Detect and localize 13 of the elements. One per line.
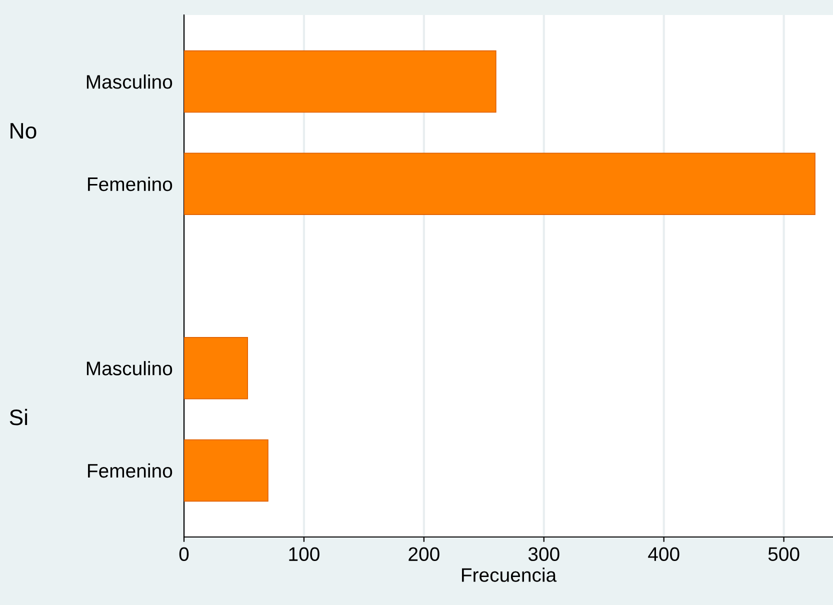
x-axis-title: Frecuencia — [462, 568, 557, 582]
x-tick-label: 400 — [648, 547, 680, 562]
y-tick-label: Masculino — [86, 361, 172, 376]
y-tick-label: Masculino — [86, 74, 172, 89]
y-tick-label: Femenino — [88, 176, 172, 192]
x-tick-label: 500 — [768, 547, 800, 562]
x-tick-label: 0 — [179, 547, 189, 562]
y-tick-label: Femenino — [88, 463, 172, 478]
x-tick-label: 100 — [289, 547, 320, 562]
text: Si — [10, 408, 28, 426]
text: No — [10, 123, 36, 139]
x-tick-label: 300 — [528, 547, 560, 562]
x-tick-label: 200 — [408, 547, 440, 562]
